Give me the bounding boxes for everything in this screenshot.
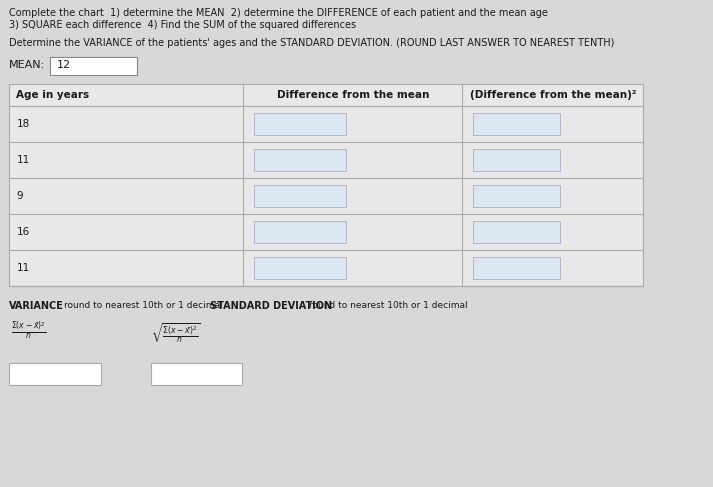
Bar <box>255 149 346 171</box>
Bar <box>473 257 560 279</box>
Text: round to nearest 10th or 1 decimal: round to nearest 10th or 1 decimal <box>64 301 222 310</box>
Text: Age in years: Age in years <box>16 90 90 100</box>
Bar <box>9 84 643 286</box>
Bar <box>9 363 101 385</box>
Text: 18: 18 <box>16 119 30 129</box>
Text: 11: 11 <box>16 155 30 165</box>
Bar <box>473 221 560 243</box>
Text: 3) SQUARE each difference  4) Find the SUM of the squared differences: 3) SQUARE each difference 4) Find the SU… <box>9 20 356 30</box>
Bar <box>51 57 138 75</box>
Text: round to nearest 10th or 1 decimal: round to nearest 10th or 1 decimal <box>309 301 468 310</box>
Text: STANDARD DEVIATION: STANDARD DEVIATION <box>210 301 332 311</box>
Text: VARIANCE: VARIANCE <box>9 301 64 311</box>
Bar <box>473 149 560 171</box>
Text: Determine the VARIANCE of the patients' ages and the STANDARD DEVIATION. (ROUND : Determine the VARIANCE of the patients' … <box>9 38 615 48</box>
Text: 9: 9 <box>16 191 23 201</box>
Text: Complete the chart  1) determine the MEAN  2) determine the DIFFERENCE of each p: Complete the chart 1) determine the MEAN… <box>9 8 548 18</box>
Bar <box>255 113 346 135</box>
Text: (Difference from the mean)²: (Difference from the mean)² <box>470 90 636 100</box>
Bar <box>473 113 560 135</box>
Bar <box>255 185 346 207</box>
Text: 11: 11 <box>16 263 30 273</box>
Bar <box>255 221 346 243</box>
Text: 12: 12 <box>57 60 71 70</box>
Text: $\sqrt{\frac{\Sigma(x-\bar{x})^2}{n}}$: $\sqrt{\frac{\Sigma(x-\bar{x})^2}{n}}$ <box>151 321 201 345</box>
Text: 16: 16 <box>16 227 30 237</box>
Bar <box>151 363 242 385</box>
Bar <box>473 185 560 207</box>
Bar <box>255 257 346 279</box>
Text: MEAN:: MEAN: <box>9 60 46 70</box>
Text: Difference from the mean: Difference from the mean <box>277 90 429 100</box>
Text: $\frac{\Sigma(x-\bar{x})^2}{n}$: $\frac{\Sigma(x-\bar{x})^2}{n}$ <box>11 321 46 341</box>
